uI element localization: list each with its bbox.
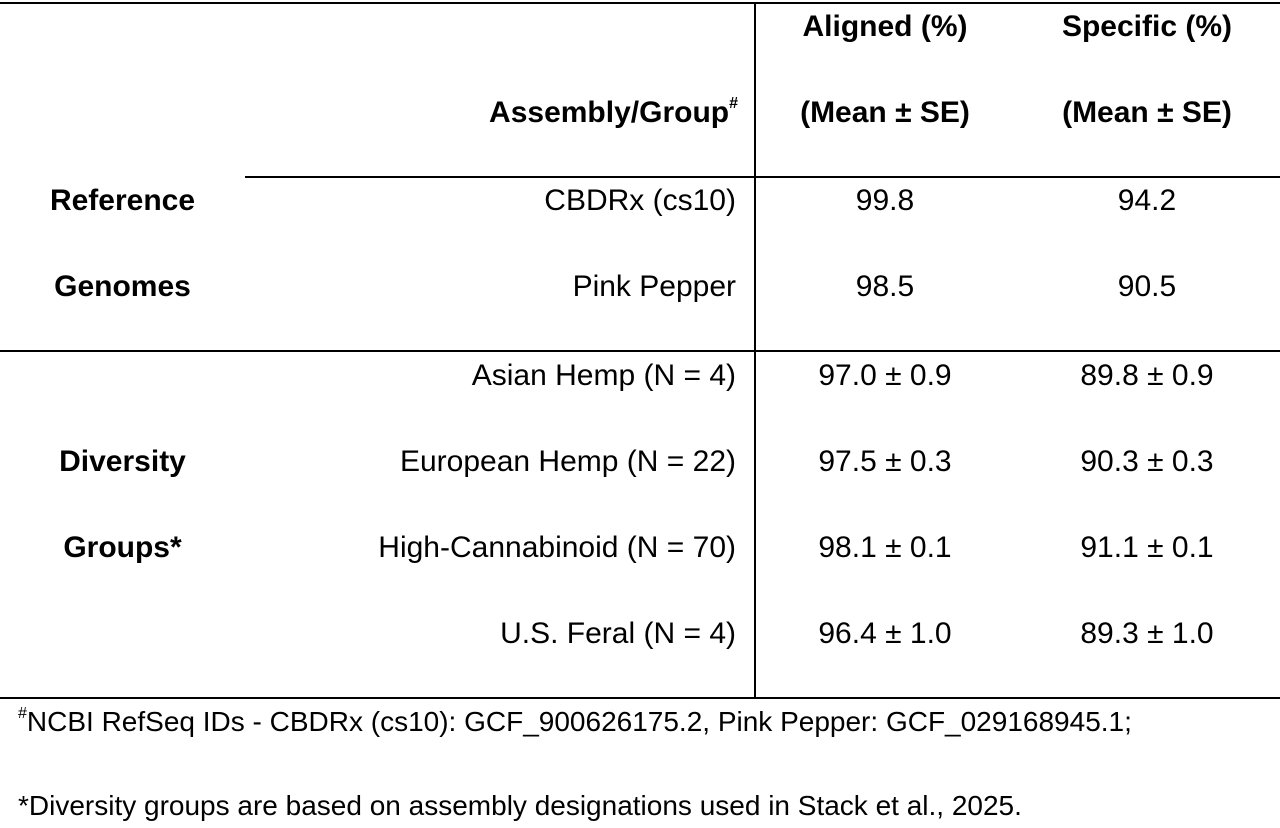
header-specific-line1: Specific (%) bbox=[1061, 10, 1233, 43]
header-aligned-line1: Aligned (%) bbox=[802, 10, 968, 43]
footnote-refseq: #NCBI RefSeq IDs - CBDRx (cs10): GCF_900… bbox=[18, 705, 1132, 737]
row-specific-high-cannabinoid: 91.1 ± 0.1 bbox=[1080, 531, 1214, 564]
header-assembly-group: Assembly/Group# bbox=[489, 95, 738, 129]
row-aligned-pink-pepper: 98.5 bbox=[855, 270, 915, 303]
row-aligned-high-cannabinoid: 98.1 ± 0.1 bbox=[818, 531, 952, 564]
row-specific-asian-hemp: 89.8 ± 0.9 bbox=[1080, 359, 1214, 392]
row-aligned-european-hemp: 97.5 ± 0.3 bbox=[818, 445, 952, 478]
header-bottom-rule bbox=[245, 176, 1280, 178]
header-specific-line2: (Mean ± SE) bbox=[1062, 96, 1232, 129]
row-specific-cbdrx: 94.2 bbox=[1117, 184, 1177, 217]
header-aligned-line2: (Mean ± SE) bbox=[800, 96, 970, 129]
row-specific-european-hemp: 90.3 ± 0.3 bbox=[1080, 445, 1214, 478]
section-divider-rule bbox=[0, 350, 1280, 352]
section-label-diversity-line1: Diversity bbox=[59, 445, 186, 478]
row-aligned-asian-hemp: 97.0 ± 0.9 bbox=[818, 359, 952, 392]
row-specific-pink-pepper: 90.5 bbox=[1117, 270, 1177, 303]
row-specific-us-feral: 89.3 ± 1.0 bbox=[1080, 617, 1214, 650]
row-assembly-asian-hemp: Asian Hemp (N = 4) bbox=[471, 359, 736, 392]
row-assembly-european-hemp: European Hemp (N = 22) bbox=[399, 445, 736, 478]
section-label-reference-line2: Genomes bbox=[54, 270, 191, 303]
row-aligned-cbdrx: 99.8 bbox=[855, 184, 915, 217]
section-label-diversity-line2: Groups* bbox=[63, 531, 182, 564]
footnote-refseq-superscript: # bbox=[18, 705, 27, 722]
column-separator bbox=[754, 2, 756, 699]
row-assembly-pink-pepper: Pink Pepper bbox=[572, 270, 736, 303]
top-border bbox=[0, 2, 1280, 4]
section-label-reference-line1: Reference bbox=[49, 184, 196, 217]
table-bottom-rule bbox=[0, 697, 1280, 699]
row-aligned-us-feral: 96.4 ± 1.0 bbox=[818, 617, 952, 650]
row-assembly-us-feral: U.S. Feral (N = 4) bbox=[500, 617, 736, 650]
row-assembly-high-cannabinoid: High-Cannabinoid (N = 70) bbox=[378, 531, 736, 564]
header-assembly-label: Assembly/Group bbox=[489, 96, 730, 129]
footnote-diversity: *Diversity groups are based on assembly … bbox=[18, 790, 1022, 821]
header-assembly-superscript: # bbox=[729, 95, 738, 112]
footnote-refseq-text: NCBI RefSeq IDs - CBDRx (cs10): GCF_9006… bbox=[26, 706, 1132, 737]
row-assembly-cbdrx: CBDRx (cs10) bbox=[544, 184, 736, 217]
